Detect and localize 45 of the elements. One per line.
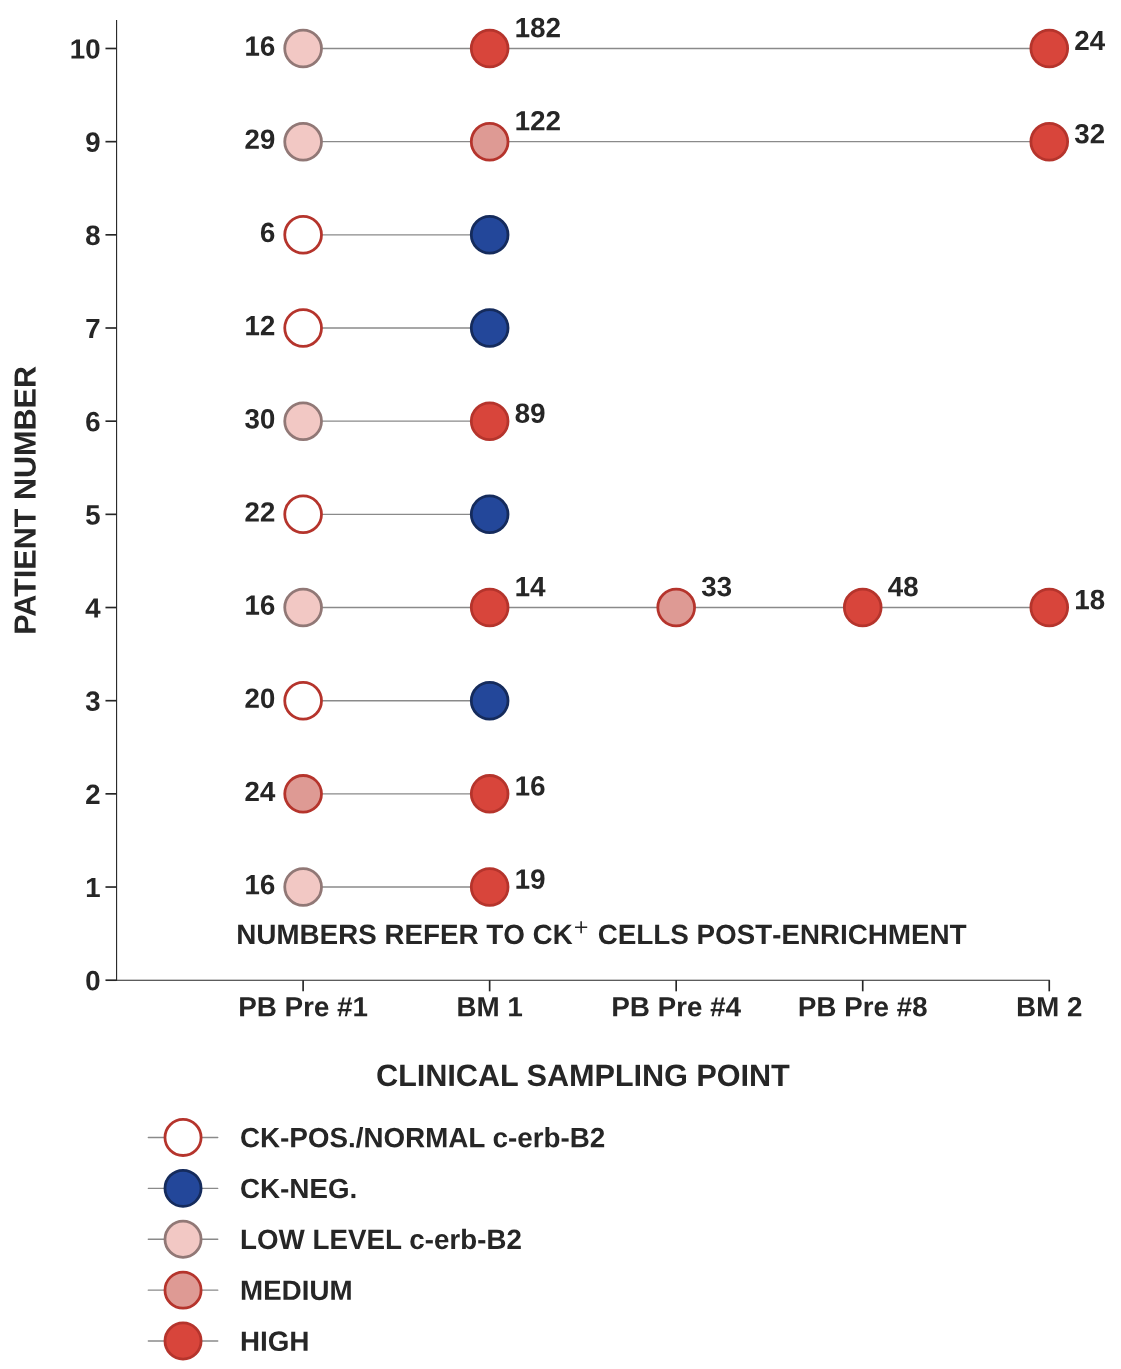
annotation: 32 xyxy=(1074,123,1105,144)
annotation: 182 xyxy=(516,17,560,38)
annotation: 14 xyxy=(516,577,546,597)
annotation: 24 xyxy=(245,781,276,802)
annotation: 122 xyxy=(516,110,560,131)
y-tick-label: 6 xyxy=(86,411,100,432)
y-tick-label: 0 xyxy=(86,970,100,991)
x-tick-label: PB Pre #1 xyxy=(240,997,368,1017)
annotation: 19 xyxy=(516,869,545,889)
annotation: 29 xyxy=(245,129,275,150)
legend-label: HIGH xyxy=(241,1331,308,1352)
annotation: 16 xyxy=(246,874,275,895)
annotation: 6 xyxy=(260,222,275,243)
annotation: 16 xyxy=(246,595,275,615)
annotation: 16 xyxy=(246,36,275,56)
legend-label: CK-POS./NORMAL c-erb-B2 xyxy=(241,1127,605,1148)
annotation: 20 xyxy=(245,688,275,709)
y-tick-label: 1 xyxy=(86,877,100,898)
annotation: 33 xyxy=(701,576,732,597)
y-axis-title: PATIENT NUMBER xyxy=(14,366,36,633)
x-tick-label: PB Pre #4 xyxy=(613,997,741,1017)
legend-label: LOW LEVEL c-erb-B2 xyxy=(241,1228,521,1250)
annotation: 12 xyxy=(246,315,275,336)
x-tick-label: PB Pre #8 xyxy=(799,996,927,1017)
annotation: 30 xyxy=(245,408,275,429)
annotation: NUMBERS REFER TO CK$^{+}$ CELLS POST-ENRICHMENT xyxy=(238,921,967,945)
annotation: 22 xyxy=(245,502,275,522)
y-tick-label: 9 xyxy=(86,132,100,152)
legend-label: CK-NEG. xyxy=(241,1178,356,1199)
annotation: 16 xyxy=(516,776,545,796)
y-tick-label: 3 xyxy=(85,691,100,712)
x-tick-label: BM 2 xyxy=(1017,996,1082,1017)
y-tick-label: 8 xyxy=(86,225,100,246)
y-tick-label: 7 xyxy=(86,318,100,339)
y-tick-label: 4 xyxy=(85,598,101,618)
x-tick-label: BM 1 xyxy=(458,997,523,1017)
annotation: 18 xyxy=(1076,589,1105,610)
legend-label: MEDIUM xyxy=(241,1280,351,1301)
annotation: 24 xyxy=(1075,30,1105,51)
y-tick-label: 10 xyxy=(71,39,100,59)
annotation: 89 xyxy=(515,403,545,424)
y-tick-label: 2 xyxy=(86,784,100,804)
x-axis-title: CLINICAL SAMPLING POINT xyxy=(377,1064,790,1087)
y-tick-label: 5 xyxy=(86,505,100,525)
annotation: 48 xyxy=(888,576,918,597)
